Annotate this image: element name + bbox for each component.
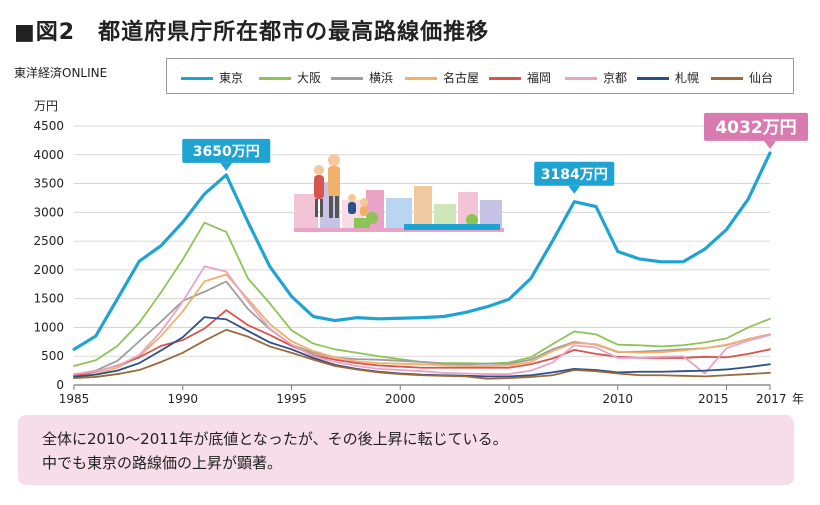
legend-label: 横浜 — [369, 71, 394, 85]
legend-swatch — [331, 77, 363, 80]
x-tick-label: 1990 — [167, 392, 198, 406]
legend-item: 仙台 — [711, 69, 773, 85]
legend-swatch — [181, 77, 213, 80]
summary-line-1: 全体に2010～2011年が底値となったが、その後上昇に転じている。 — [42, 430, 508, 448]
annotation-pointer — [568, 185, 581, 194]
x-tick-label: 2010 — [602, 392, 633, 406]
legend-item: 札幌 — [637, 69, 699, 85]
x-tick-label: 2000 — [385, 392, 416, 406]
legend-swatch — [565, 77, 597, 80]
legend-swatch — [711, 77, 743, 80]
annotation-label: 4032万円 — [715, 118, 796, 138]
city-family-illustration — [294, 154, 504, 232]
y-tick-label: 3000 — [33, 205, 64, 219]
x-tick-label: 2015 — [698, 392, 729, 406]
annotation-pointer — [220, 162, 233, 171]
y-tick-label: 4000 — [33, 148, 64, 162]
series-line-京都 — [73, 265, 771, 375]
legend: 東京 大阪 横浜 名古屋 福岡 京都 札幌 仙台 — [166, 58, 794, 94]
legend-label: 札幌 — [675, 71, 700, 85]
y-tick-label: 4500 — [33, 119, 64, 133]
legend-label: 大阪 — [297, 71, 322, 85]
series-line-仙台 — [73, 328, 771, 380]
legend-label: 名古屋 — [443, 71, 480, 85]
annotation-box — [534, 161, 615, 186]
x-tick-label: 1985 — [59, 392, 90, 406]
legend-label: 京都 — [603, 71, 628, 85]
series-line-横浜 — [73, 280, 771, 376]
legend-item: 京都 — [565, 69, 627, 85]
y-tick-label: 3500 — [33, 177, 64, 191]
x-axis-unit: 年 — [792, 392, 804, 406]
annotation-box — [704, 112, 808, 141]
legend-item: 横浜 — [331, 69, 393, 85]
summary-note: 全体に2010～2011年が底値となったが、その後上昇に転じている。 中でも東京… — [18, 415, 794, 485]
y-tick-label: 1000 — [33, 320, 64, 334]
y-tick-label: 0 — [56, 378, 64, 392]
legend-label: 福岡 — [527, 71, 552, 85]
summary-line-2: 中でも東京の路線価の上昇が顕著。 — [42, 454, 283, 472]
legend-item: 東京 — [181, 69, 243, 85]
y-tick-label: 1500 — [33, 292, 64, 306]
series-line-名古屋 — [73, 273, 771, 378]
legend-swatch — [637, 77, 669, 80]
annotation-label: 3184万円 — [541, 167, 608, 183]
annotation-pointer — [764, 140, 776, 149]
series-line-大阪 — [73, 221, 771, 367]
annotation-box — [182, 138, 271, 163]
y-tick-label: 2500 — [33, 234, 64, 248]
series-line-東京 — [72, 151, 772, 351]
legend-swatch — [489, 77, 521, 80]
source-label: 東洋経済ONLINE — [14, 66, 108, 80]
annotation-label: 3650万円 — [193, 144, 260, 160]
legend-swatch — [405, 77, 437, 80]
legend-label: 仙台 — [749, 71, 774, 85]
figure-title: ■図2 都道府県庁所在都市の最高路線価推移 — [14, 20, 490, 45]
x-tick-label: 1995 — [276, 392, 307, 406]
x-tick-label: 2005 — [494, 392, 525, 406]
y-axis-unit: 万円 — [34, 99, 59, 113]
x-tick-label: 2017 — [756, 392, 787, 406]
legend-item: 福岡 — [489, 69, 551, 85]
y-tick-label: 500 — [41, 349, 64, 363]
legend-item: 名古屋 — [405, 69, 479, 85]
series-line-福岡 — [73, 309, 771, 377]
legend-swatch — [259, 77, 291, 80]
y-tick-label: 2000 — [33, 263, 64, 277]
legend-label: 東京 — [219, 71, 244, 85]
legend-item: 大阪 — [259, 69, 321, 85]
